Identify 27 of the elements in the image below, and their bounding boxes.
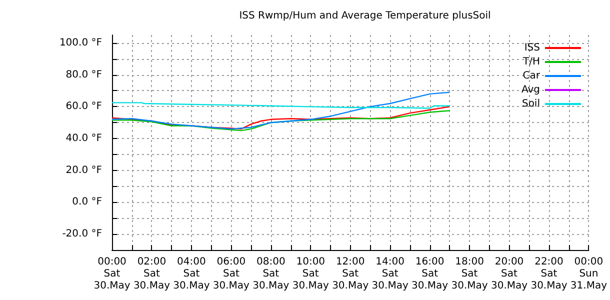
legend-label: Avg [521, 84, 540, 96]
x-tick-label: 22:00 Sat 30.May [530, 256, 568, 292]
legend-label: Soil [522, 98, 540, 110]
chart-title: ISS Rwmp/Hum and Average Temperature plusSoil [239, 10, 491, 22]
y-tick-label: 60.0 °F [66, 101, 102, 112]
y-tick-label: -20.0 °F [62, 228, 102, 240]
y-tick-label: 40.0 °F [66, 133, 102, 144]
x-tick-label: 16:00 Sat 30.May [412, 256, 448, 292]
x-tick-label: 00:00 Sun 31.May [570, 256, 608, 292]
x-tick-label: 10:00 Sat 30.May [292, 256, 329, 292]
y-tick-label: 80.0 °F [66, 69, 102, 80]
y-tick-label: 100.0 °F [59, 37, 102, 48]
x-tick-label: 02:00 Sat 30.May [133, 256, 170, 292]
x-tick-label: 08:00 Sat 30.May [252, 256, 290, 292]
legend-label: ISS [524, 42, 540, 54]
line-series [111, 92, 450, 130]
x-tick-label: 04:00 Sat 30.May [173, 256, 210, 292]
x-tick-label: 18:00 Sat 30.May [451, 256, 488, 292]
legend-label: T/H [522, 56, 540, 68]
legend-label: Car [522, 70, 541, 82]
x-tick-label: 12:00 Sat 30.May [332, 256, 369, 292]
y-tick-label: 20.0 °F [66, 164, 102, 176]
x-tick-label: 00:00 Sat 30.May [94, 256, 130, 292]
x-tick-label: 14:00 Sat 30.May [372, 256, 408, 292]
x-tick-label: 20:00 Sat 30.May [490, 256, 528, 292]
x-tick-label: 06:00 Sat 30.May [212, 256, 250, 292]
y-tick-label: 0.0 °F [72, 196, 102, 208]
